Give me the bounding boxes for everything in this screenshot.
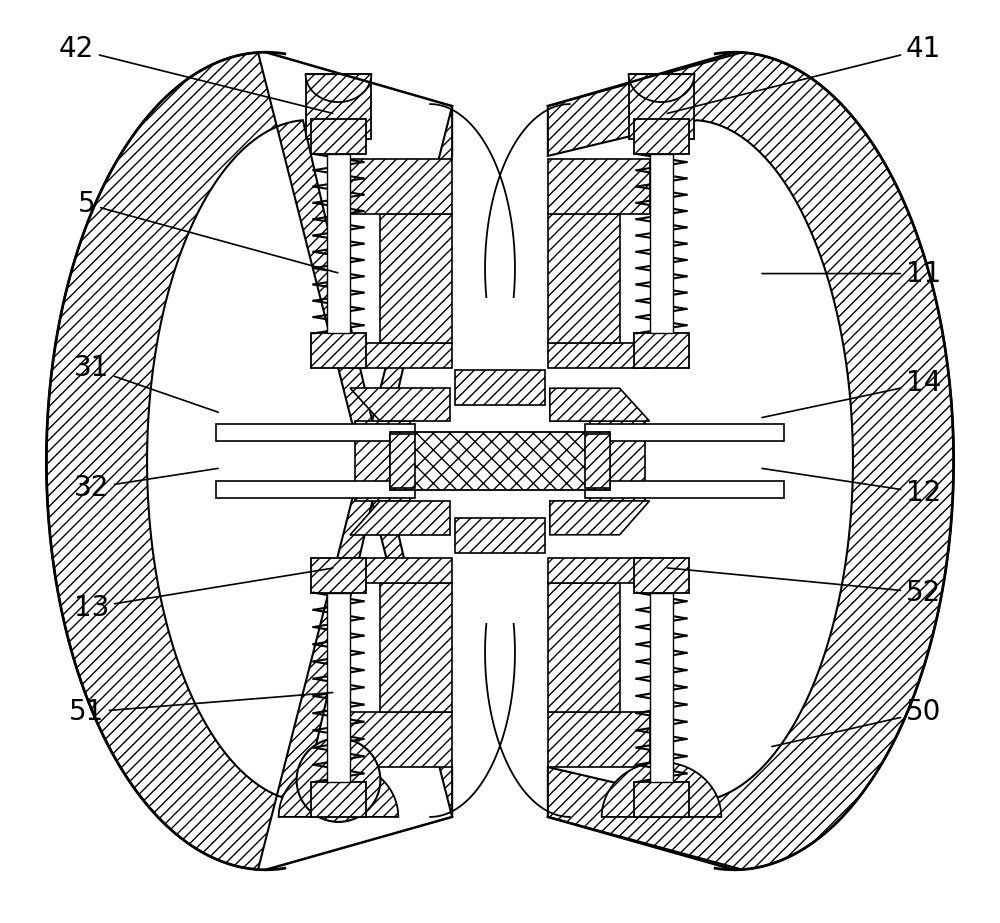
Polygon shape — [629, 74, 694, 102]
Polygon shape — [590, 421, 645, 501]
Polygon shape — [550, 501, 650, 534]
Polygon shape — [311, 119, 366, 154]
Polygon shape — [380, 582, 452, 713]
Polygon shape — [548, 214, 620, 343]
Text: 31: 31 — [74, 354, 218, 413]
Polygon shape — [306, 74, 371, 139]
Polygon shape — [634, 333, 689, 368]
Polygon shape — [548, 557, 650, 582]
Polygon shape — [634, 557, 689, 593]
Polygon shape — [390, 434, 415, 488]
Polygon shape — [306, 74, 371, 102]
Polygon shape — [548, 53, 954, 869]
Polygon shape — [548, 582, 620, 713]
Text: 32: 32 — [74, 468, 218, 502]
Text: 50: 50 — [772, 698, 941, 747]
Polygon shape — [548, 159, 650, 214]
Polygon shape — [650, 593, 673, 782]
Polygon shape — [380, 214, 452, 343]
Text: 11: 11 — [762, 259, 941, 288]
Polygon shape — [350, 557, 452, 582]
Polygon shape — [327, 593, 350, 782]
Polygon shape — [548, 343, 650, 368]
Text: 42: 42 — [59, 35, 333, 114]
Polygon shape — [455, 370, 545, 405]
Polygon shape — [216, 481, 415, 497]
Polygon shape — [390, 432, 610, 490]
Text: 12: 12 — [762, 468, 941, 507]
Polygon shape — [585, 434, 610, 488]
Polygon shape — [327, 154, 350, 333]
Text: 52: 52 — [667, 568, 941, 606]
Polygon shape — [634, 782, 689, 817]
Polygon shape — [585, 424, 784, 441]
Text: 41: 41 — [667, 35, 941, 114]
Text: 14: 14 — [762, 369, 941, 417]
Polygon shape — [350, 159, 452, 214]
Polygon shape — [279, 762, 398, 817]
Polygon shape — [634, 119, 689, 154]
Polygon shape — [46, 53, 452, 869]
Polygon shape — [311, 333, 366, 368]
Circle shape — [297, 738, 380, 821]
Polygon shape — [550, 389, 650, 421]
Polygon shape — [548, 713, 650, 767]
Polygon shape — [650, 154, 673, 333]
Polygon shape — [350, 501, 450, 534]
Polygon shape — [216, 424, 415, 441]
Polygon shape — [455, 518, 545, 553]
Polygon shape — [311, 782, 366, 817]
Polygon shape — [602, 762, 721, 817]
Text: 5: 5 — [77, 190, 338, 273]
Text: 51: 51 — [69, 692, 333, 726]
Polygon shape — [350, 389, 450, 421]
Text: 13: 13 — [74, 569, 333, 621]
Polygon shape — [585, 481, 784, 497]
Polygon shape — [311, 557, 366, 593]
Polygon shape — [629, 74, 694, 139]
Polygon shape — [350, 713, 452, 767]
Polygon shape — [355, 421, 410, 501]
Polygon shape — [350, 343, 452, 368]
